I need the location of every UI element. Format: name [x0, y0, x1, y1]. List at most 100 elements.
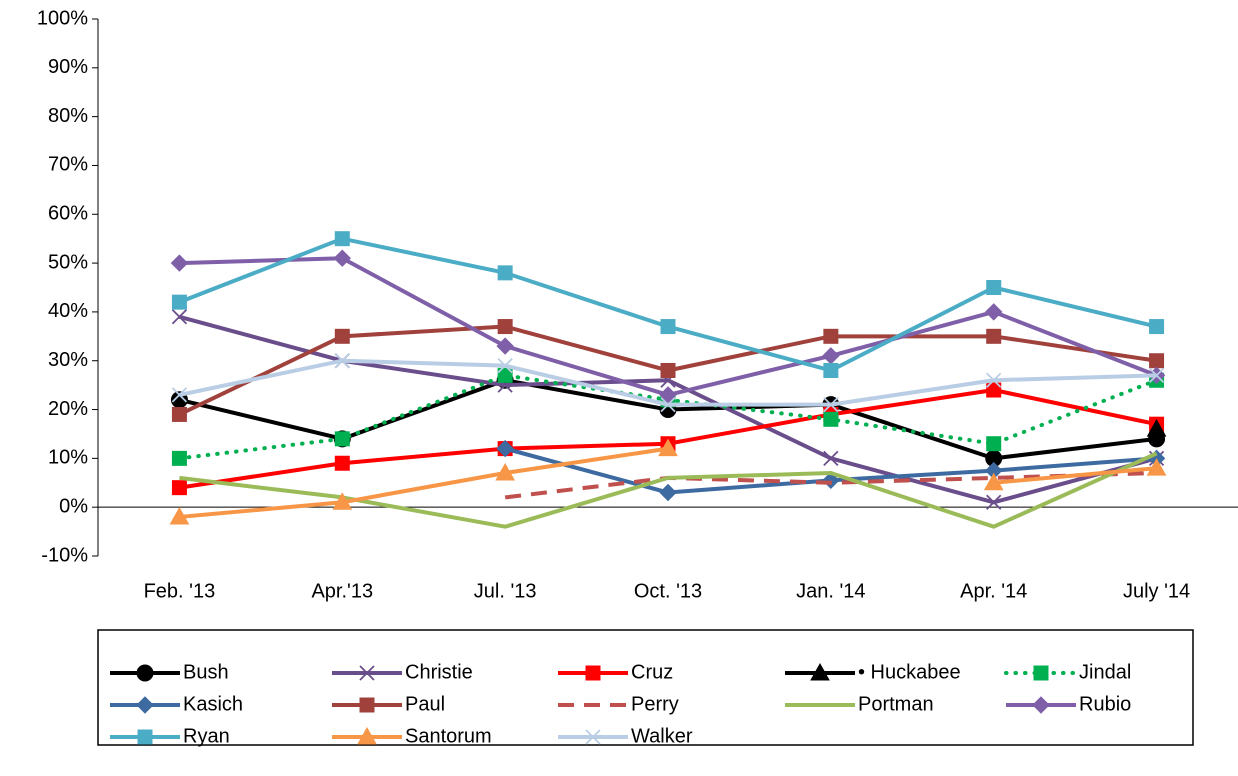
- x-tick-label: Apr.'13: [311, 580, 373, 602]
- marker: [359, 665, 375, 681]
- series-line: [179, 446, 669, 519]
- marker: [332, 492, 353, 510]
- marker: [497, 265, 513, 281]
- marker: [171, 294, 187, 310]
- marker: [357, 726, 377, 745]
- x-tick-label: July '14: [1123, 580, 1190, 602]
- y-tick-label: -10%: [41, 544, 88, 566]
- y-tick-label: 100%: [37, 7, 88, 29]
- marker: [496, 337, 514, 355]
- marker: [171, 480, 187, 496]
- y-tick-label: 20%: [48, 398, 88, 420]
- marker: [359, 697, 375, 713]
- marker: [823, 362, 839, 378]
- y-tick-label: 10%: [48, 447, 88, 469]
- marker: [333, 249, 351, 267]
- marker: [171, 387, 188, 403]
- marker: [986, 494, 1002, 510]
- y-tick-label: 80%: [48, 105, 88, 127]
- marker: [497, 367, 513, 383]
- marker: [495, 462, 515, 481]
- marker: [171, 406, 187, 422]
- legend-label: Paul: [405, 693, 445, 715]
- marker: [986, 382, 1002, 398]
- legend-label: Rubio: [1079, 693, 1131, 715]
- marker: [986, 328, 1002, 344]
- marker: [810, 662, 830, 681]
- legend-label: Portman: [858, 693, 934, 715]
- series: [171, 353, 1165, 413]
- series: [1146, 419, 1167, 437]
- marker: [171, 309, 188, 325]
- marker: [334, 231, 350, 247]
- series: [169, 438, 1167, 525]
- series: [171, 319, 1165, 422]
- marker: [169, 506, 190, 525]
- marker: [1149, 319, 1165, 335]
- marker: [1032, 696, 1050, 714]
- legend-label: Santorum: [405, 725, 492, 747]
- marker: [823, 450, 839, 467]
- x-tick-label: Oct. '13: [634, 580, 702, 602]
- series-line: [504, 471, 1157, 500]
- x-tick-label: Jan. '14: [796, 580, 865, 602]
- marker: [659, 483, 677, 502]
- marker: [334, 455, 350, 471]
- y-tick-label: 90%: [48, 56, 88, 78]
- y-tick-label: 40%: [48, 300, 88, 322]
- marker: [986, 280, 1002, 295]
- x-tick-label: Feb. '13: [144, 580, 216, 602]
- marker: [986, 436, 1002, 452]
- marker: [823, 328, 839, 344]
- series-line: [993, 466, 1157, 485]
- marker: [1146, 419, 1167, 437]
- series: [496, 439, 1166, 502]
- marker: [1149, 353, 1165, 369]
- x-tick-label: Apr. '14: [960, 580, 1027, 602]
- marker: [136, 664, 154, 682]
- legend-label: Christie: [405, 661, 473, 683]
- marker: [334, 328, 350, 344]
- marker: [983, 472, 1004, 491]
- marker: [660, 397, 676, 413]
- legend-box: [97, 629, 1194, 746]
- legend-label: Ryan: [183, 725, 230, 747]
- marker: [986, 372, 1002, 388]
- marker: [334, 353, 350, 369]
- marker: [497, 357, 513, 374]
- marker: [170, 254, 189, 272]
- marker: [658, 438, 678, 457]
- marker: [1148, 367, 1165, 384]
- y-tick-label: 30%: [48, 349, 88, 371]
- x-tick-label: Jul. '13: [474, 580, 537, 602]
- series: [171, 231, 1165, 378]
- marker: [1146, 458, 1167, 476]
- y-tick-label: 60%: [48, 203, 88, 225]
- marker: [171, 450, 187, 466]
- marker: [497, 319, 513, 335]
- marker: [660, 362, 676, 378]
- marker: [136, 696, 154, 714]
- marker: [334, 431, 350, 447]
- legend-label: Jindal: [1079, 661, 1131, 683]
- marker: [496, 439, 514, 458]
- legend-label: Walker: [631, 725, 693, 747]
- legend-label: Kasich: [183, 693, 243, 715]
- y-tick-label: 70%: [48, 154, 88, 176]
- marker: [585, 729, 601, 745]
- y-tick-label: 50%: [48, 251, 88, 273]
- legend-label: • Huckabee: [858, 661, 961, 683]
- marker: [660, 319, 676, 335]
- marker: [985, 303, 1003, 321]
- marker: [585, 665, 601, 681]
- marker: [1033, 665, 1049, 681]
- legend-label: Cruz: [631, 661, 673, 683]
- legend-label: Bush: [183, 661, 229, 683]
- marker: [823, 411, 839, 427]
- y-tick-label: 0%: [59, 495, 88, 517]
- marker: [823, 397, 839, 413]
- marker: [822, 347, 840, 365]
- marker: [137, 729, 153, 745]
